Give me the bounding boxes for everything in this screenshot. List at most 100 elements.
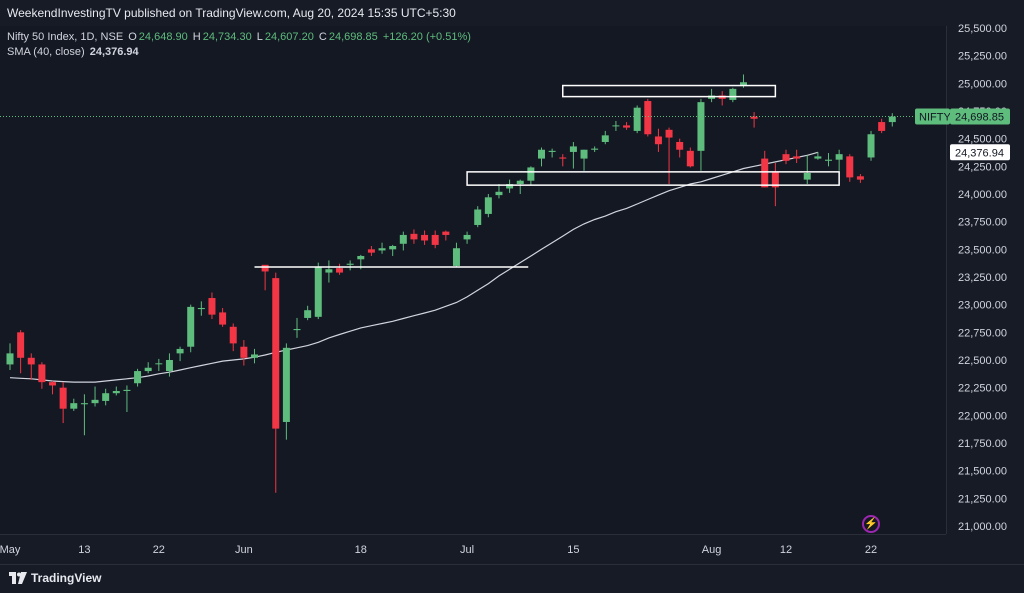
- candle-body: [304, 310, 312, 318]
- candle: [559, 154, 567, 167]
- candle-body: [867, 134, 875, 158]
- candle: [49, 381, 57, 395]
- tradingview-logo[interactable]: TradingView: [9, 571, 101, 585]
- time-axis-labels: May 13 22 Jun 18 Jul 15 Aug 12 22: [0, 544, 877, 556]
- candle-body: [538, 149, 545, 159]
- candle: [708, 88, 716, 103]
- candle-body: [27, 357, 35, 365]
- candle: [803, 155, 811, 185]
- candle: [506, 179, 514, 193]
- candle: [633, 105, 641, 134]
- candle: [293, 317, 301, 338]
- candle: [569, 141, 577, 169]
- candles-layer: [6, 74, 896, 493]
- time-tick-label: 22: [153, 544, 165, 556]
- candle: [452, 242, 460, 268]
- candle: [17, 330, 25, 374]
- candle-body: [70, 403, 78, 409]
- legend-symbol-row: Nifty 50 Index, 1D, NSE O 24,648.90 H 24,7…: [7, 30, 473, 45]
- time-tick-label: Aug: [702, 544, 722, 556]
- candle: [686, 147, 694, 168]
- symbol-tag-label: NIFTY: [919, 112, 951, 124]
- candle: [835, 149, 843, 171]
- price-axis-labels: 25,500.0025,250.0025,000.0024,750.0024,5…: [958, 23, 1007, 533]
- candle-body: [442, 231, 450, 235]
- candle: [325, 260, 333, 283]
- price-tick-label: 22,500.00: [958, 355, 1007, 367]
- candle-body: [548, 150, 556, 152]
- candle-body: [527, 167, 535, 181]
- candle-body: [665, 129, 673, 138]
- candle-body: [410, 233, 418, 240]
- candle-body: [293, 329, 301, 331]
- candle: [888, 113, 896, 127]
- legend-low: 24,607.20: [264, 31, 314, 43]
- candle: [782, 149, 790, 165]
- candle-body: [580, 149, 588, 159]
- sma-layer: [9, 151, 819, 383]
- flash-icon[interactable]: ⚡: [862, 515, 880, 533]
- candle-body: [399, 234, 407, 244]
- candle: [250, 348, 258, 364]
- candle-body: [697, 102, 705, 151]
- candle: [718, 91, 726, 106]
- candle: [856, 174, 864, 183]
- candle-body: [187, 306, 195, 347]
- candle-body: [676, 141, 684, 150]
- candle: [123, 385, 131, 413]
- candle-body: [431, 234, 439, 245]
- candle: [219, 307, 227, 327]
- candle: [729, 87, 737, 103]
- candle: [846, 154, 854, 182]
- candle: [623, 122, 631, 130]
- time-tick-label: 15: [567, 544, 579, 556]
- candle: [463, 231, 471, 244]
- candle-body: [421, 234, 429, 241]
- candle: [91, 386, 99, 407]
- candle: [410, 229, 418, 244]
- candle: [793, 149, 801, 164]
- legend-sma-value: 24,376.94: [89, 46, 139, 58]
- legend-sma-label[interactable]: SMA (40, close): [7, 46, 85, 58]
- candle-body: [793, 156, 801, 159]
- sma-price-tag: [950, 144, 1010, 161]
- candle-body: [176, 348, 184, 354]
- candle-body: [134, 371, 142, 384]
- candle: [644, 98, 652, 137]
- candle-body: [165, 360, 173, 372]
- candle: [761, 150, 769, 188]
- candle: [70, 398, 78, 411]
- time-axis[interactable]: [0, 534, 946, 564]
- candle: [197, 301, 205, 316]
- candle: [80, 394, 88, 436]
- candle: [304, 305, 312, 321]
- candle-body: [569, 146, 577, 152]
- candle: [538, 147, 545, 167]
- candle-body: [208, 298, 216, 315]
- annotations-layer: [254, 84, 840, 268]
- candle: [272, 272, 280, 493]
- candle-body: [49, 382, 57, 386]
- candle-body: [219, 312, 227, 325]
- candle: [314, 262, 322, 320]
- candle: [102, 388, 110, 406]
- candle: [144, 362, 152, 374]
- candle: [431, 230, 439, 249]
- candle: [208, 292, 216, 320]
- candle: [676, 138, 684, 158]
- last-price-tag-label: 24,698.85: [955, 112, 1004, 124]
- sma-price-tag-label: 24,376.94: [955, 147, 1004, 159]
- candle-body: [112, 390, 120, 394]
- candle-body: [474, 209, 482, 225]
- candle: [516, 179, 524, 194]
- legend-high-key: H: [192, 31, 201, 43]
- time-tick-label: Jun: [235, 544, 253, 556]
- candle-body: [825, 159, 833, 161]
- chart-area[interactable]: [0, 26, 946, 534]
- legend-symbol[interactable]: Nifty 50 Index, 1D, NSE: [7, 31, 124, 43]
- price-tick-label: 23,500.00: [958, 244, 1007, 256]
- candle-body: [761, 158, 769, 188]
- time-tick-label: May: [0, 544, 21, 556]
- candle-body: [367, 249, 375, 253]
